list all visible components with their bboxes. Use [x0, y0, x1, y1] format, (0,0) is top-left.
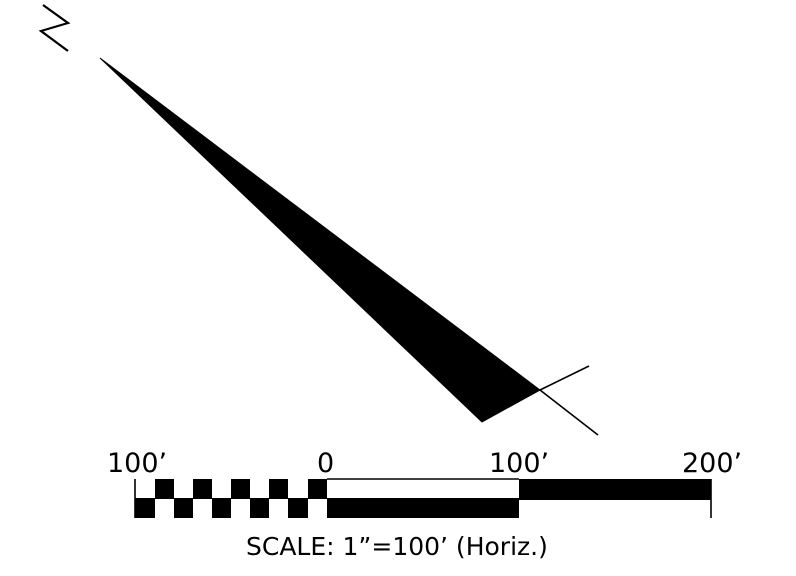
north-arrow-body [99, 57, 541, 423]
scale-checker-block [231, 479, 250, 499]
scale-label-left-100: 100’ [107, 448, 167, 479]
scale-checker-block [135, 498, 155, 518]
scale-caption: SCALE: 1”=100’ (Horiz.) [246, 532, 548, 561]
scale-label-right-100: 100’ [489, 448, 549, 479]
scale-label-200: 200’ [682, 448, 742, 479]
scale-checker-block [269, 479, 288, 499]
scale-checker-block [250, 498, 269, 518]
scale-checker-block [288, 498, 308, 518]
north-arrow-cross-tick-1 [539, 389, 599, 436]
scale-checker-block [193, 479, 212, 499]
scale-checker-segment [135, 479, 327, 518]
north-arrow [38, 4, 599, 436]
scale-checker-block [174, 498, 193, 518]
scale-checker-block [308, 479, 327, 499]
scale-segment-0-100 [327, 498, 519, 518]
scale-bar: 100’ 0 100’ 200’ [107, 448, 742, 561]
north-letter-n-glyph [38, 4, 71, 52]
scale-label-zero: 0 [317, 448, 334, 479]
north-arrow-cross-tick-2 [539, 365, 590, 391]
scale-checker-block [212, 498, 231, 518]
scale-segment-100-200 [519, 479, 711, 500]
scale-checker-block [155, 479, 174, 499]
